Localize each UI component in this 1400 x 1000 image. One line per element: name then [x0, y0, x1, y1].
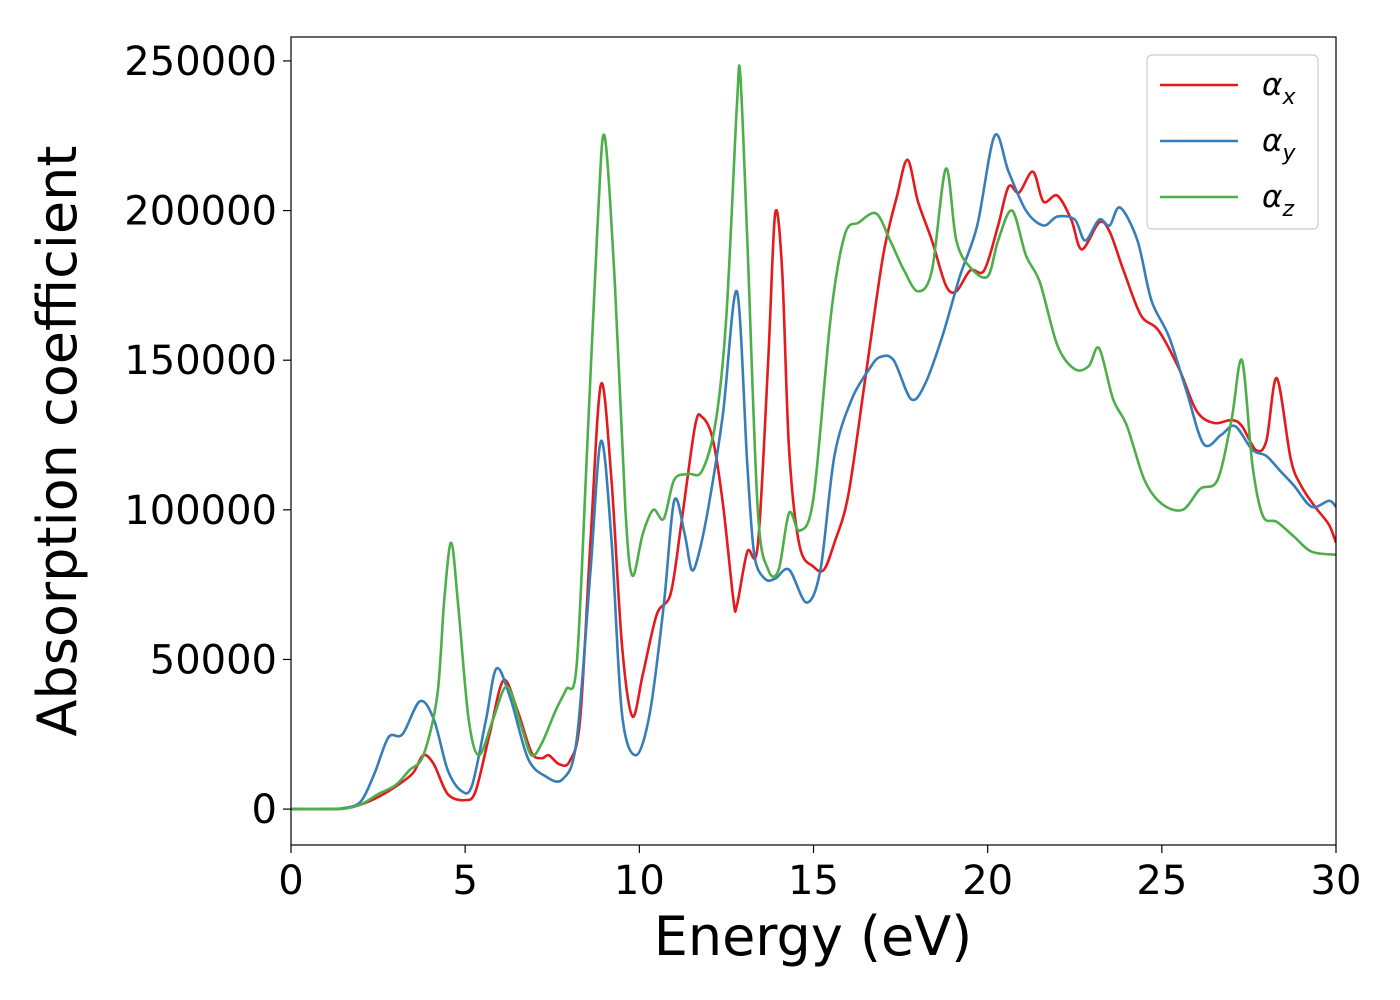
y-tick-label: 50000 [150, 637, 277, 683]
x-tick-label: 20 [962, 858, 1013, 904]
x-axis-title: Energy (eV) [654, 905, 973, 968]
legend-label-alpha-x: αx [1262, 67, 1296, 110]
x-tick-label: 30 [1311, 858, 1362, 904]
x-tick-label: 10 [614, 858, 665, 904]
y-tick-label: 0 [252, 787, 277, 833]
y-tick-label: 250000 [124, 39, 277, 85]
legend-entries: αx αy αz [1160, 67, 1296, 222]
y-tick-label: 100000 [124, 488, 277, 534]
legend-label-alpha-y: αy [1262, 123, 1296, 166]
y-tick-label: 200000 [124, 189, 277, 235]
x-tick-label: 5 [452, 858, 477, 904]
x-tick-label: 25 [1136, 858, 1187, 904]
series-line-alpha-y [291, 133, 1336, 811]
y-tick-label: 150000 [124, 338, 277, 384]
legend-label-alpha-z: αz [1262, 179, 1294, 222]
x-tick-label: 15 [788, 858, 839, 904]
legend[interactable]: αx αy αz [1146, 54, 1319, 230]
series-line-alpha-x [291, 158, 1336, 811]
ticks-layer: 0 5 10 15 20 25 30 0 50000 100000 150000 200000 2500… [124, 39, 1361, 904]
series-line-alpha-z [291, 64, 1336, 811]
series-layer [291, 64, 1336, 811]
x-tick-label: 0 [278, 858, 303, 904]
y-axis-title: Absorption coefficient [26, 146, 89, 737]
